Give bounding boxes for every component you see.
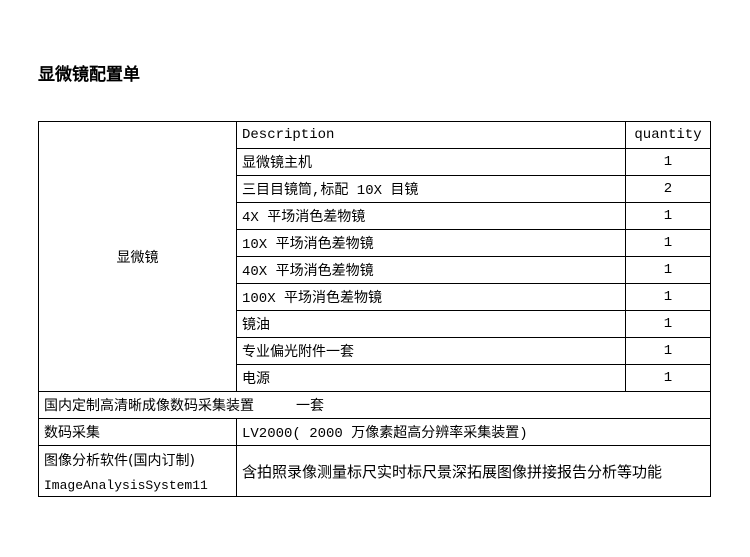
- item-quantity: 1: [625, 148, 711, 176]
- item-quantity: 1: [625, 202, 711, 230]
- item-description: 10X 平场消色差物镜: [236, 229, 626, 257]
- digital-value: LV2000( 2000 万像素超高分辨率采集装置): [236, 418, 711, 446]
- page-title: 显微镜配置单: [38, 65, 140, 85]
- item-description: 4X 平场消色差物镜: [236, 202, 626, 230]
- digital-label: 数码采集: [38, 418, 237, 446]
- item-quantity: 2: [625, 175, 711, 203]
- item-description: 40X 平场消色差物镜: [236, 256, 626, 284]
- item-quantity: 1: [625, 256, 711, 284]
- item-description: 三目目镜筒,标配 10X 目镜: [236, 175, 626, 203]
- item-description: 电源: [236, 364, 626, 392]
- microscope-group-label: 显微镜: [38, 121, 237, 392]
- software-label-cell: 图像分析软件(国内订制) ImageAnalysisSystem11: [38, 445, 237, 497]
- item-quantity: 1: [625, 229, 711, 257]
- quantity-header: quantity: [625, 121, 711, 149]
- software-value: 含拍照录像测量标尺实时标尺景深拓展图像拼接报告分析等功能: [236, 445, 711, 497]
- item-description: 镜油: [236, 310, 626, 338]
- software-label: 图像分析软件(国内订制): [44, 452, 195, 469]
- description-header: Description: [236, 121, 626, 149]
- item-quantity: 1: [625, 283, 711, 311]
- software-name: ImageAnalysisSystem11: [44, 477, 208, 493]
- item-description: 显微镜主机: [236, 148, 626, 176]
- camera-row: 国内定制高清晰成像数码采集装置 一套: [38, 391, 711, 419]
- item-description: 专业偏光附件一套: [236, 337, 626, 365]
- item-quantity: 1: [625, 337, 711, 365]
- item-quantity: 1: [625, 364, 711, 392]
- item-quantity: 1: [625, 310, 711, 338]
- item-description: 100X 平场消色差物镜: [236, 283, 626, 311]
